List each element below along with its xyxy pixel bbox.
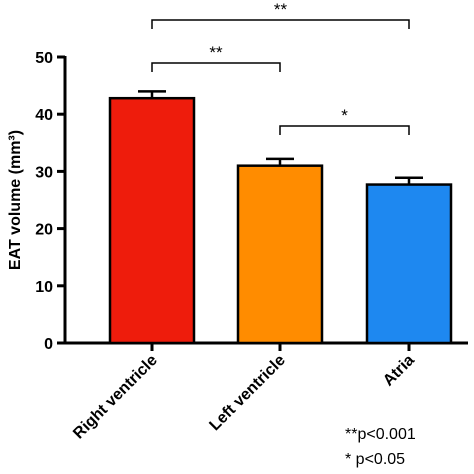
y-tick-label: 30: [35, 164, 53, 181]
bar-2: [236, 164, 324, 345]
bar-1: [108, 96, 196, 345]
category-label: Left ventricle: [206, 352, 289, 435]
bar-3: [365, 183, 453, 345]
y-tick-label: 50: [35, 50, 53, 67]
y-axis-label: EAT volume (mm³): [7, 130, 24, 270]
significance-bracket: [279, 125, 410, 135]
significance-label: *: [341, 106, 348, 125]
footnote-1: **p<0.001: [345, 426, 416, 443]
y-tick-label: 0: [44, 336, 53, 353]
significance-bracket: [151, 19, 410, 29]
y-tick-label: 40: [35, 107, 53, 124]
significance-label: **: [209, 43, 223, 62]
significance-bracket: [151, 62, 281, 72]
category-label: Atria: [380, 352, 418, 390]
y-tick-label: 10: [35, 279, 53, 296]
significance-label: **: [274, 0, 288, 19]
category-label: Right ventricle: [70, 352, 161, 443]
y-tick-label: 20: [35, 222, 53, 239]
footnote-2: * p<0.05: [345, 451, 405, 468]
